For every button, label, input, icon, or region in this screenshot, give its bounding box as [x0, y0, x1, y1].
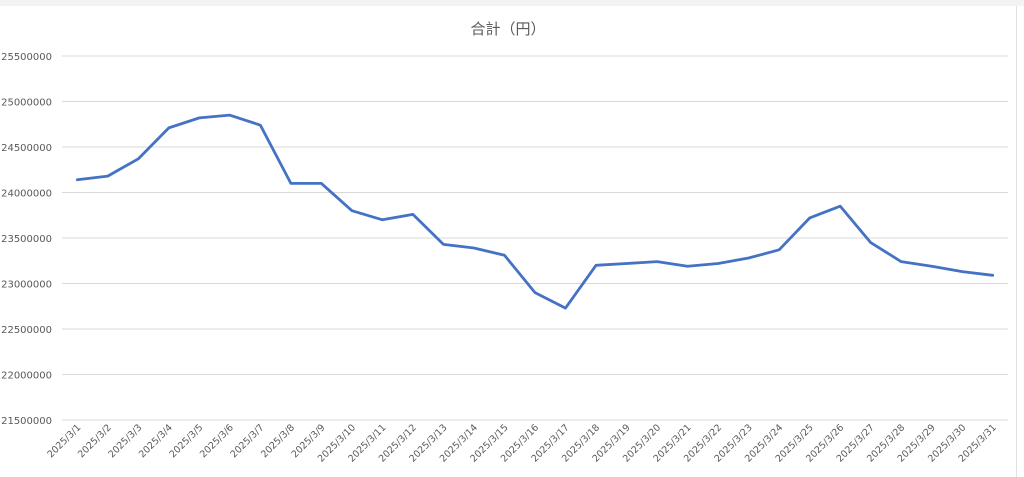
y-tick-label: 25000000: [1, 98, 52, 109]
y-tick-label: 24500000: [1, 143, 52, 154]
chart-area[interactable]: 合計（円） 21500000 22000000 22500000 23000000 23…: [0, 6, 1016, 477]
x-axis-tick-labels: 2025/3/12025/3/22025/3/32025/3/42025/3/5…: [45, 422, 998, 464]
y-tick-label: 23000000: [1, 280, 52, 291]
chart-title: 合計（円）: [470, 20, 545, 38]
y-axis-tick-labels: 21500000 22000000 22500000 23000000 23500000…: [1, 52, 52, 427]
plot-series: [75, 113, 995, 310]
right-gutter: [1016, 6, 1024, 477]
y-tick-label: 21500000: [1, 416, 52, 427]
y-tick-label: 24000000: [1, 189, 52, 200]
y-tick-label: 25500000: [1, 52, 52, 63]
y-tick-label: 23500000: [1, 234, 52, 245]
y-tick-label: 22500000: [1, 325, 52, 336]
chart-svg: 合計（円） 21500000 22000000 22500000 23000000 23…: [1, 20, 1008, 465]
series-line[interactable]: [75, 113, 995, 310]
y-tick-label: 22000000: [1, 371, 52, 382]
gridlines: [62, 55, 1008, 421]
